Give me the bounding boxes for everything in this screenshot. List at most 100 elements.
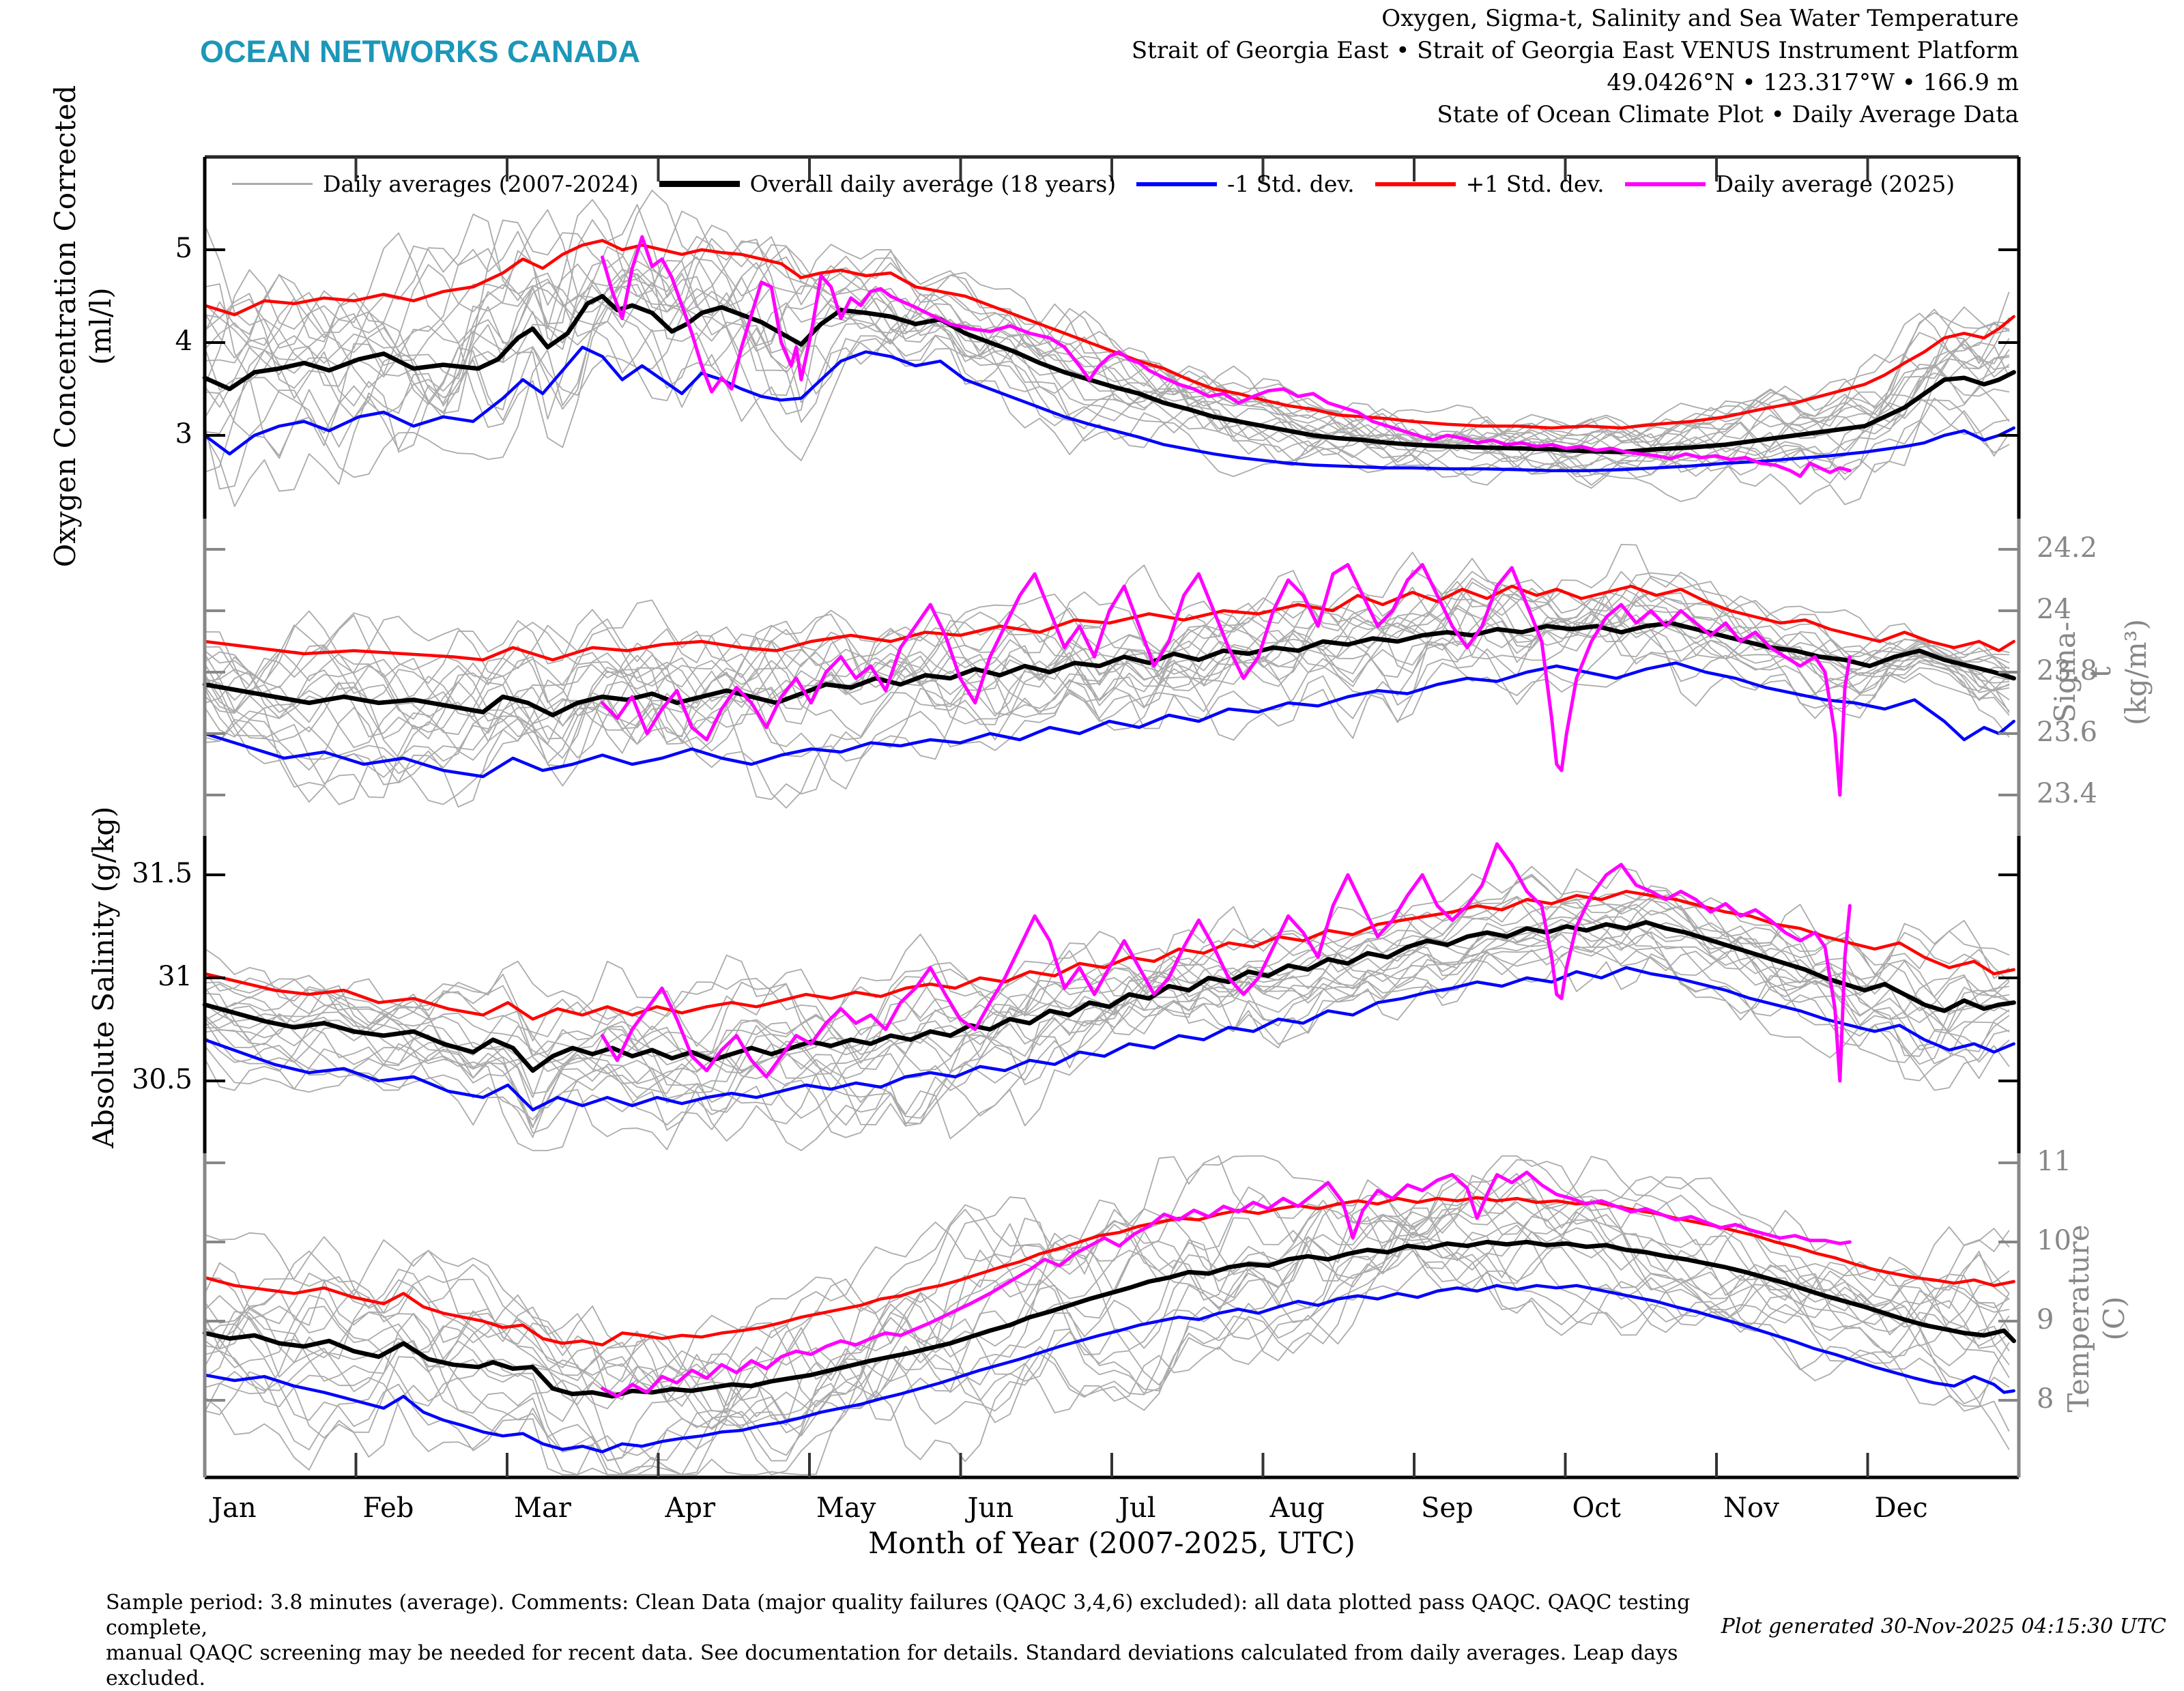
current-year-line [601, 235, 1852, 478]
y-tick-label: 11 [2037, 1146, 2071, 1177]
x-tick-label: Oct [1572, 1492, 1621, 1524]
x-tick-label: Nov [1723, 1492, 1779, 1524]
gray-year-line [204, 1217, 2010, 1462]
gray-year-line [204, 596, 2010, 798]
gray-year-line [204, 910, 2010, 1125]
chart-canvas [202, 155, 2021, 1479]
gray-year-line [204, 622, 2010, 809]
gray-year-line [204, 1195, 2010, 1426]
x-tick-label: Jun [967, 1492, 1014, 1524]
y-tick-label: 24 [2037, 594, 2071, 625]
gray-year-line [204, 1204, 2010, 1475]
y-tick-label: 30.5 [131, 1064, 192, 1095]
blue-line-swatch [1136, 182, 1218, 186]
gray-year-line [204, 558, 2010, 712]
gray-year-line [204, 570, 2010, 787]
gray-year-line [204, 278, 2010, 478]
gray-year-line [204, 1155, 2010, 1387]
legend-label: +1 Std. dev. [1465, 171, 1605, 197]
gray-year-line [204, 906, 2010, 1071]
gray-year-line [204, 244, 2010, 476]
x-tick-label: Aug [1269, 1492, 1325, 1524]
gray-year-line [204, 210, 2010, 489]
x-tick-label: Jan [212, 1492, 257, 1524]
y-tick-label: 31 [158, 961, 192, 992]
plus-std-line [203, 239, 2015, 430]
overall-average-line [202, 620, 2016, 718]
gray-year-line [204, 295, 2010, 502]
y-axis-title-salinity: Absolute Salinity (g/kg) [87, 806, 120, 1148]
footer-line2: manual QAQC screening may be needed for … [106, 1641, 1678, 1690]
legend-label: Overall daily average (18 years) [749, 171, 1117, 197]
y-tick-label: 8 [2037, 1383, 2054, 1415]
y-tick-label: 9 [2037, 1304, 2054, 1335]
x-tick-label: Dec [1874, 1492, 1928, 1524]
y-tick-label: 23.6 [2037, 717, 2098, 748]
gray-year-line [204, 297, 2010, 490]
y-axis-title-temperature: Temperature (C) [2062, 1224, 2131, 1413]
x-tick-label: Feb [362, 1492, 414, 1524]
y-axis-title-oxygen: Oxygen Concentration Corrected (ml/l) [48, 85, 117, 568]
x-tick-label: Mar [514, 1492, 571, 1524]
gray-year-line [204, 1172, 2010, 1421]
y-tick-label: 23.8 [2037, 655, 2098, 686]
minus-std-line [203, 966, 2015, 1112]
legend-item-plus-std: +1 Std. dev. [1375, 171, 1605, 197]
footer-line1: Sample period: 3.8 minutes (average). Co… [106, 1591, 1691, 1640]
gray-year-line [204, 1246, 2010, 1475]
gray-year-line [204, 1199, 2010, 1414]
gray-year-line [204, 551, 2010, 724]
x-tick-label: Jul [1119, 1492, 1156, 1524]
gray-year-line [204, 570, 2010, 743]
overall-average-line [202, 293, 2016, 454]
gray-year-line [204, 1240, 2010, 1461]
gray-year-line [204, 209, 2010, 467]
ocean-networks-canada-logo: OCEAN NETWORKS CANADA [200, 34, 640, 69]
legend-label: Daily averages (2007-2024) [323, 171, 639, 197]
gray-year-line [204, 586, 2010, 759]
gray-year-line [204, 581, 2010, 785]
legend-label: -1 Std. dev. [1227, 171, 1355, 197]
gray-year-line [204, 225, 2010, 444]
minus-std-line [203, 345, 2015, 472]
legend: Daily averages (2007-2024) Overall daily… [232, 171, 1955, 197]
gray-year-line [204, 591, 2010, 762]
legend-label: Daily average (2025) [1715, 171, 1955, 197]
plot-generated-timestamp: Plot generated 30-Nov-2025 04:15:30 UTC [1721, 1615, 2166, 1638]
gray-year-line [204, 936, 2010, 1125]
gray-year-line [204, 1159, 2010, 1385]
y-axis-title-sigma-t: Sigma-t (kg/m³) [2048, 619, 2153, 725]
legend-item-overall-average: Overall daily average (18 years) [659, 171, 1117, 197]
gray-year-line [204, 622, 2010, 805]
plot-title-line4: State of Ocean Climate Plot • Daily Aver… [1437, 101, 2019, 128]
gray-year-line [204, 577, 2010, 749]
red-line-swatch [1375, 182, 1456, 186]
current-year-line [601, 842, 1852, 1083]
gray-year-line [204, 1155, 2010, 1413]
plot-title-line3: 49.0426°N • 123.317°W • 166.9 m [1607, 69, 2019, 96]
gray-year-line [204, 199, 2010, 478]
gray-year-line [204, 190, 2010, 463]
gray-year-line [204, 244, 2010, 446]
y-tick-label: 23.4 [2037, 778, 2098, 809]
gray-year-line [204, 865, 2010, 1129]
gray-year-line [204, 231, 2010, 461]
gray-line-swatch [232, 183, 313, 185]
plot-title-line2: Strait of Georgia East • Strait of Georg… [1131, 37, 2019, 64]
x-tick-label: May [816, 1492, 876, 1524]
x-axis-title: Month of Year (2007-2025, UTC) [868, 1527, 1355, 1561]
gray-year-line [204, 898, 2010, 1142]
black-line-swatch [659, 181, 740, 187]
overall-average-line [202, 1239, 2016, 1399]
x-tick-label: Apr [665, 1492, 716, 1524]
gray-year-line [204, 1191, 2010, 1462]
gray-year-line [204, 1224, 2010, 1475]
gray-year-line [204, 590, 2010, 754]
plus-std-line [203, 889, 2015, 1021]
minus-std-line [203, 661, 2015, 779]
gray-year-line [204, 934, 2010, 1151]
gray-year-line [204, 240, 2010, 474]
y-tick-label: 3 [175, 418, 192, 450]
y-tick-label: 5 [175, 233, 192, 264]
gray-year-line [204, 1174, 2010, 1426]
